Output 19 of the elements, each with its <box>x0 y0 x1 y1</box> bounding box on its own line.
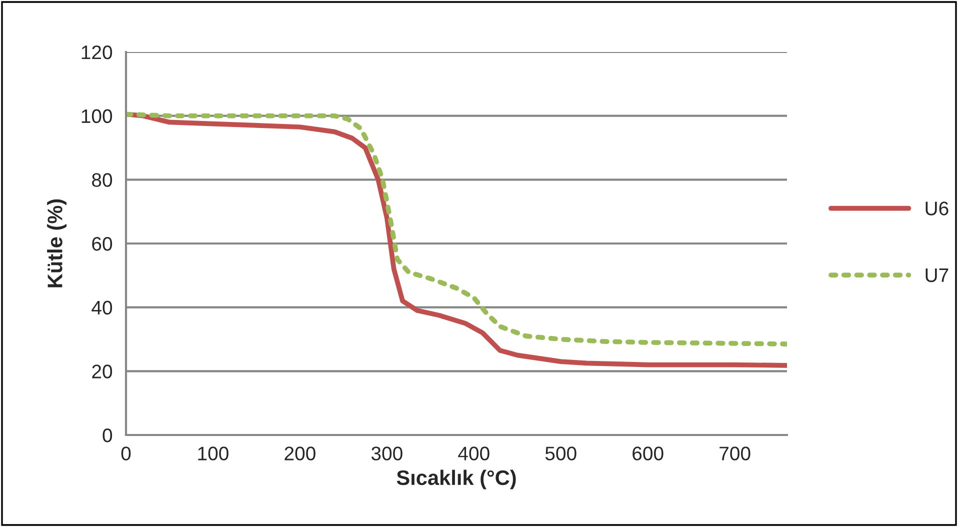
legend-label: U7 <box>926 268 948 282</box>
y-tick-label: 80 <box>92 173 112 187</box>
y-tick-label: 0 <box>102 428 112 442</box>
y-tick-label: 20 <box>92 364 112 378</box>
y-tick-label: 100 <box>82 109 112 124</box>
y-tick-label: 40 <box>92 300 112 315</box>
x-tick-label: 0 <box>121 446 131 460</box>
x-tick-label: 200 <box>284 446 316 460</box>
x-tick-label: 700 <box>720 446 750 460</box>
x-tick-label: 300 <box>371 446 402 460</box>
x-tick-label: 100 <box>198 446 228 460</box>
y-tick-label: 120 <box>82 45 112 60</box>
legend-label: U6 <box>926 202 948 216</box>
x-tick-label: 500 <box>545 446 576 460</box>
x-tick-label: 400 <box>458 446 490 460</box>
x-tick-label: 600 <box>632 446 664 460</box>
x-axis-title: Sıcaklık (°C) <box>396 470 516 490</box>
y-tick-label: 60 <box>92 236 112 251</box>
y-axis-title: Kütle (%) <box>47 199 66 288</box>
